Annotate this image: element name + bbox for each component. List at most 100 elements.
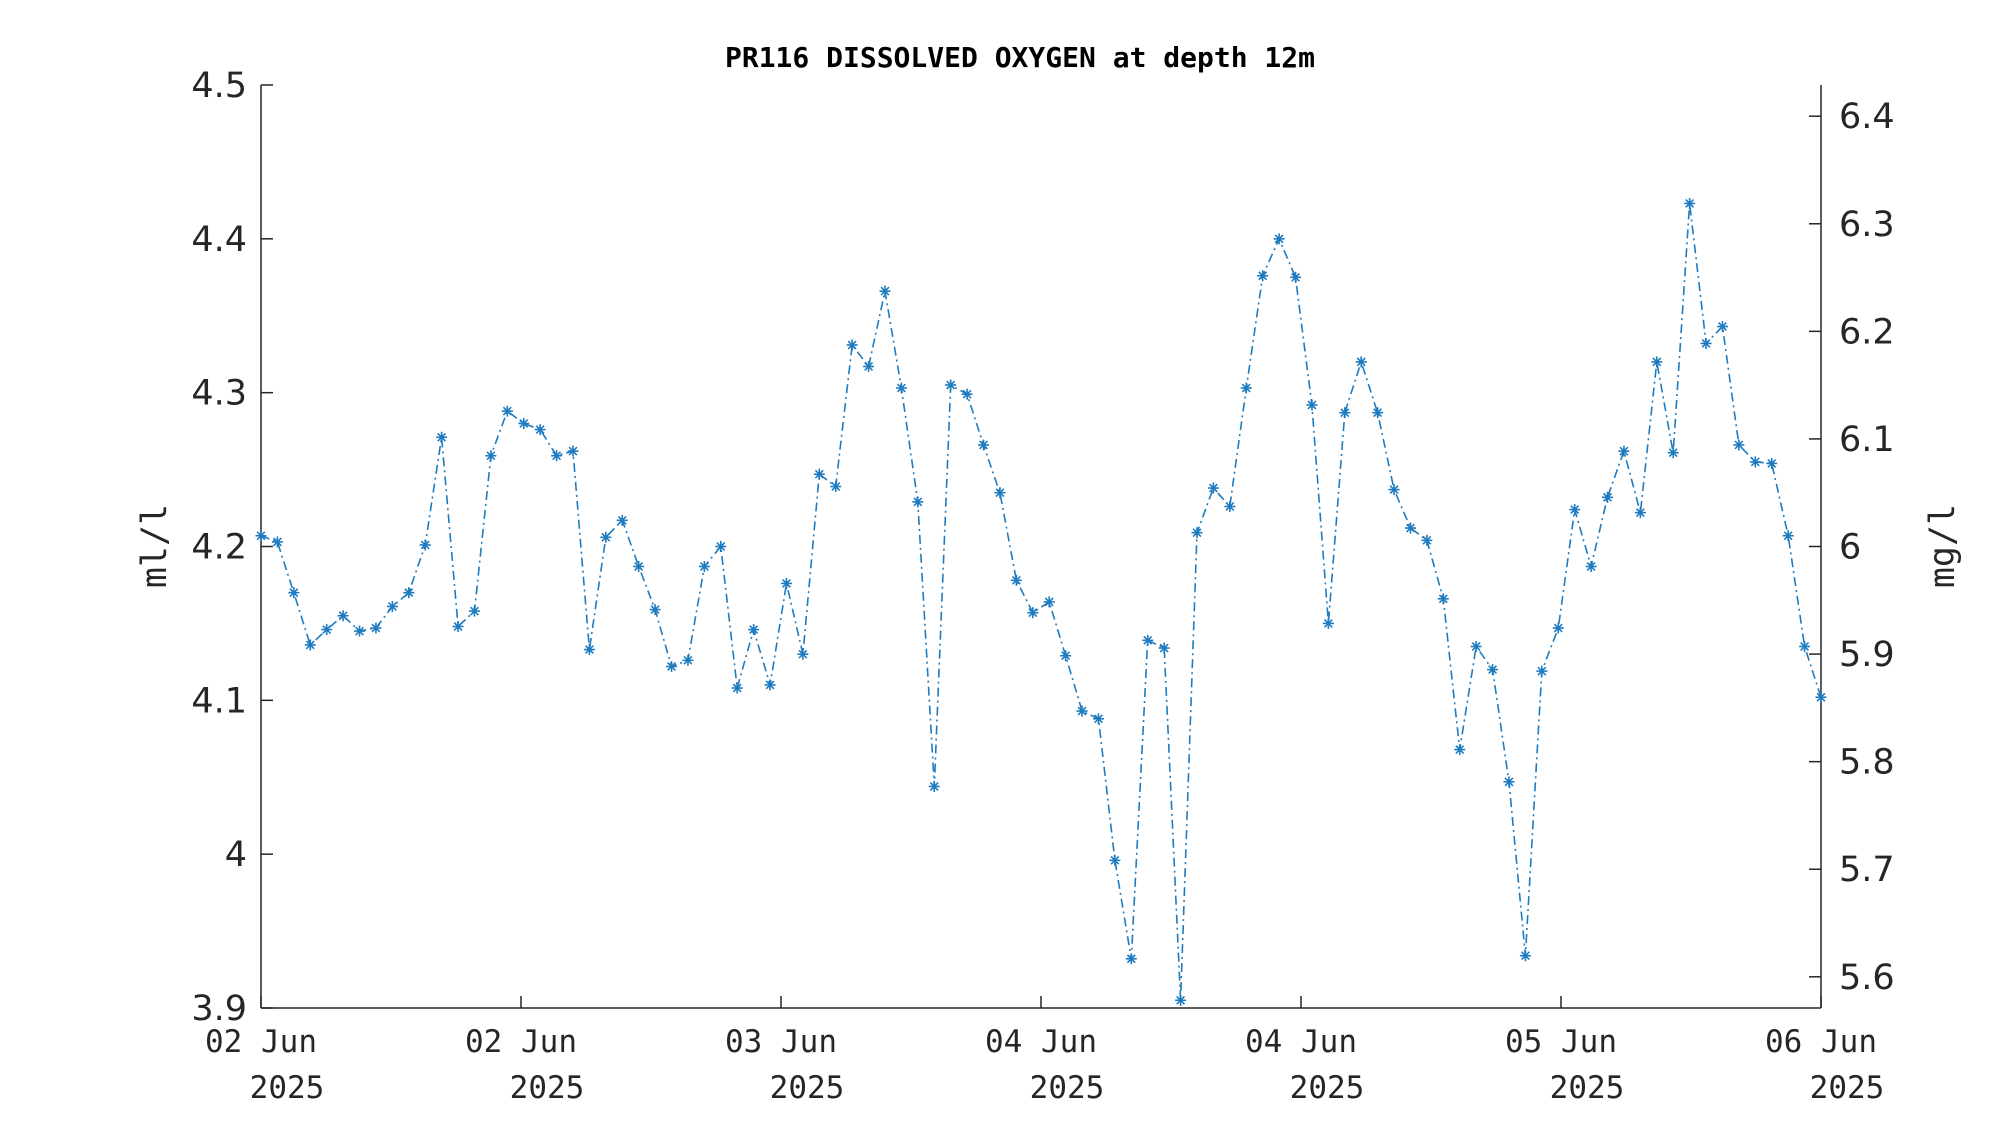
data-point: [1240, 382, 1252, 394]
data-point: [1092, 713, 1104, 725]
data-point: [1782, 530, 1794, 542]
data-point: [1716, 321, 1728, 333]
data-point: [1519, 950, 1531, 962]
data-point: [830, 481, 842, 493]
data-point: [288, 587, 300, 599]
data-point: [370, 622, 382, 634]
data-point: [1290, 271, 1302, 283]
data-point: [1175, 994, 1187, 1006]
data-point: [468, 605, 480, 617]
x-tick-year: 2025: [770, 1070, 845, 1106]
data-point: [698, 560, 710, 572]
data-point: [961, 388, 973, 400]
data-point: [895, 382, 907, 394]
y-tick-label: 4.5: [191, 66, 247, 106]
data-point: [386, 600, 398, 612]
data-point: [1388, 484, 1400, 496]
data-point: [534, 424, 546, 436]
x-tick-label: 03 Jun: [725, 1024, 837, 1060]
y-tick-label: 4.3: [191, 374, 247, 414]
y2-tick-label: 5.8: [1839, 743, 1895, 783]
data-point: [1076, 705, 1088, 717]
x-tick-label: 02 Jun: [465, 1024, 577, 1060]
data-point: [846, 339, 858, 351]
data-point: [271, 536, 283, 548]
data-point: [1372, 407, 1384, 419]
plot-area: [255, 197, 1827, 1006]
data-point: [682, 654, 694, 666]
data-point: [354, 625, 366, 637]
data-point: [518, 417, 530, 429]
x-tick-label: 05 Jun: [1505, 1024, 1617, 1060]
x-tick-year: 2025: [510, 1070, 585, 1106]
data-point: [452, 620, 464, 632]
x-tick-label: 06 Jun: [1765, 1024, 1877, 1060]
right-y-ticks: 5.6 5.7 5.8 5.9 6 6.1 6.2 6.3 6.4: [1809, 97, 1895, 998]
data-point: [928, 780, 940, 792]
data-point: [1634, 507, 1646, 519]
data-point: [813, 468, 825, 480]
data-point: [1585, 560, 1597, 572]
data-point: [501, 405, 513, 417]
y2-tick-label: 5.9: [1839, 635, 1895, 675]
data-point: [1799, 640, 1811, 652]
data-point: [485, 450, 497, 462]
left-y-ticks: 3.9 4 4.1 4.2 4.3 4.4 4.5: [191, 66, 273, 1029]
data-point: [1355, 356, 1367, 368]
data-point: [1191, 527, 1203, 539]
y-axis-label-right: mg/l: [1923, 504, 1963, 588]
data-point: [649, 604, 661, 616]
data-point: [551, 450, 563, 462]
data-point: [1158, 642, 1170, 654]
y-tick-label: 4.1: [191, 681, 247, 721]
y-tick-label: 4.2: [191, 528, 247, 568]
y2-tick-label: 6.2: [1839, 312, 1895, 352]
data-point: [1569, 504, 1581, 516]
data-point: [1043, 596, 1055, 608]
data-point: [797, 648, 809, 660]
data-point: [567, 445, 579, 457]
data-point: [1618, 445, 1630, 457]
data-point: [1651, 356, 1663, 368]
y-tick-label: 4: [225, 835, 247, 875]
y2-tick-label: 6: [1839, 528, 1861, 568]
data-point: [1207, 482, 1219, 494]
data-point: [1224, 501, 1236, 513]
data-point: [1766, 457, 1778, 469]
data-point: [715, 541, 727, 552]
data-point: [1322, 617, 1334, 629]
data-point: [255, 530, 267, 542]
data-point: [1027, 607, 1039, 619]
data-point: [863, 361, 875, 373]
chart-title: PR116 DISSOLVED OXYGEN at depth 12m: [725, 41, 1315, 74]
data-point: [978, 439, 990, 451]
x-tick-year: 2025: [1290, 1070, 1365, 1106]
data-point: [1437, 593, 1449, 605]
y2-tick-label: 5.7: [1839, 850, 1895, 890]
data-point: [1306, 399, 1318, 411]
data-point: [1010, 574, 1022, 586]
data-point: [1503, 776, 1515, 788]
data-point: [945, 379, 957, 391]
data-point: [1339, 407, 1351, 419]
data-point: [616, 514, 628, 526]
data-point: [1421, 534, 1433, 546]
x-tick-label: 02 Jun: [205, 1024, 317, 1060]
y2-tick-label: 6.3: [1839, 205, 1895, 245]
y-tick-label: 3.9: [191, 989, 247, 1029]
data-point: [1700, 337, 1712, 349]
data-point: [1142, 634, 1154, 646]
data-point: [1109, 854, 1121, 866]
data-point: [748, 624, 760, 636]
x-ticks: 02 Jun 2025 02 Jun 2025 03 Jun 2025 04 Jun 2025…: [205, 996, 1884, 1106]
y2-tick-label: 5.6: [1839, 958, 1895, 998]
data-point: [731, 682, 743, 694]
data-point: [304, 639, 316, 651]
data-point: [1470, 640, 1482, 652]
data-point: [1684, 197, 1696, 209]
data-point: [764, 679, 776, 691]
x-tick-label: 04 Jun: [1245, 1024, 1357, 1060]
x-tick-year: 2025: [1550, 1070, 1625, 1106]
y-axis-label-left: ml/l: [135, 504, 175, 588]
data-point: [1667, 447, 1679, 459]
